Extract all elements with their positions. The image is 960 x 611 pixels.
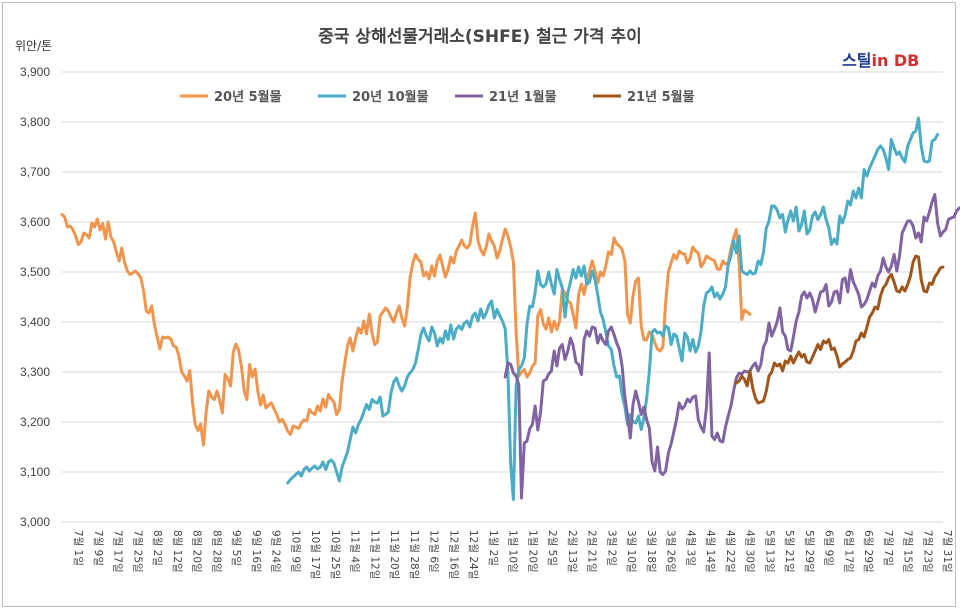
x-tick-label: 10월 17일	[309, 530, 322, 579]
x-tick-label: 2월 13일	[566, 530, 579, 573]
y-tick-label: 3,900	[20, 65, 50, 79]
series-line-3	[503, 193, 960, 500]
x-tick-label: 9월 16일	[250, 530, 263, 573]
x-tick-label: 11월 28일	[408, 530, 421, 579]
brand-part2: in DB	[871, 51, 919, 70]
x-tick-label: 10월 25일	[329, 530, 342, 579]
x-tick-label: 7월 15일	[902, 530, 915, 573]
x-tick-label: 3월 18일	[645, 530, 658, 573]
brand-logo: 스틸in DB	[842, 51, 919, 70]
x-tick-label: 8월 20일	[191, 530, 204, 573]
x-tick-label: 5월 29일	[803, 530, 816, 573]
x-tick-label: 7월 9일	[92, 530, 105, 566]
y-tick-label: 3,000	[20, 515, 50, 529]
x-tick-label: 5월 21일	[783, 530, 796, 573]
x-tick-label: 4월 30일	[744, 530, 757, 573]
x-tick-label: 4월 14일	[704, 530, 717, 573]
legend-item: 21년 5월물	[593, 89, 695, 105]
x-tick-label: 6월 17일	[842, 530, 855, 573]
series-line-1	[60, 211, 752, 447]
series-line-4	[734, 254, 945, 405]
x-tick-label: 9월 5일	[230, 530, 243, 566]
x-tick-label: 6월 9일	[823, 530, 836, 566]
x-tick-label: 11월 20일	[388, 530, 401, 579]
legend-label: 21년 1월물	[489, 89, 557, 105]
x-tick-label: 12월 6일	[428, 530, 441, 573]
plot-area	[60, 116, 960, 501]
x-tick-label: 8월 12일	[171, 530, 184, 573]
legend: 20년 5월물 20년 10월물 21년 1월물 21년 5월물	[180, 89, 695, 105]
x-tick-label: 5월 13일	[763, 530, 776, 573]
x-tick-label: 7월 17일	[112, 530, 125, 573]
x-tick-label: 11월 12일	[368, 530, 381, 579]
x-tick-label: 12월 24일	[467, 530, 480, 579]
legend-label: 20년 5월물	[214, 89, 282, 105]
y-tick-label: 3,600	[20, 215, 50, 229]
x-tick-label: 9월 24일	[270, 530, 283, 573]
x-tick-label: 7월 1일	[72, 530, 85, 566]
x-tick-label: 2월 21일	[586, 530, 599, 573]
legend-label: 21년 5월물	[627, 89, 695, 105]
x-axis: 7월 1일 7월 9일 7월 17일 7월 25일 8월 2일 8월 12일 8월 20일 8…	[72, 530, 954, 579]
x-tick-label: 7월 25일	[131, 530, 144, 573]
x-tick-label: 6월 29일	[862, 530, 875, 573]
svg-text:스틸in DB: 스틸in DB	[842, 51, 919, 70]
x-tick-label: 12월 16일	[447, 530, 460, 579]
x-tick-label: 1월 10일	[507, 530, 520, 573]
y-tick-label: 3,800	[20, 115, 50, 129]
legend-item: 20년 5월물	[180, 89, 282, 105]
y-tick-label: 3,200	[20, 415, 50, 429]
legend-label: 20년 10월물	[352, 89, 429, 105]
y-unit-label: 위안/톤	[15, 39, 52, 53]
x-tick-label: 1월 20일	[526, 530, 539, 573]
legend-item: 20년 10월물	[318, 89, 429, 105]
x-tick-label: 8월 28일	[210, 530, 223, 573]
x-tick-label: 4월 3일	[684, 530, 697, 566]
y-tick-label: 3,700	[20, 165, 50, 179]
x-tick-label: 2월 5일	[546, 530, 559, 566]
x-tick-label: 8월 2일	[151, 530, 164, 566]
y-axis: 3,000 3,100 3,200 3,300 3,400 3,500 3,600 3,700…	[20, 65, 50, 529]
series-line-2	[286, 116, 940, 501]
x-tick-label: 3월 26일	[665, 530, 678, 573]
x-tick-label: 7월 31일	[941, 530, 954, 573]
y-tick-label: 3,500	[20, 265, 50, 279]
x-tick-label: 7월 7일	[882, 530, 895, 566]
x-tick-label: 1월 2일	[487, 530, 500, 566]
legend-item: 21년 1월물	[455, 89, 557, 105]
y-tick-label: 3,100	[20, 465, 50, 479]
brand-part1: 스틸	[842, 51, 871, 70]
y-tick-label: 3,300	[20, 365, 50, 379]
x-tick-label: 3월 10일	[625, 530, 638, 573]
x-tick-label: 4월 22일	[724, 530, 737, 573]
chart-title: 중국 상해선물거래소(SHFE) 철근 가격 추이	[318, 27, 642, 47]
x-tick-label: 7월 23일	[921, 530, 934, 573]
x-tick-label: 3월 2일	[605, 530, 618, 566]
x-tick-label: 11월 4일	[349, 530, 362, 573]
y-tick-label: 3,400	[20, 315, 50, 329]
x-tick-label: 10월 9일	[289, 530, 302, 573]
